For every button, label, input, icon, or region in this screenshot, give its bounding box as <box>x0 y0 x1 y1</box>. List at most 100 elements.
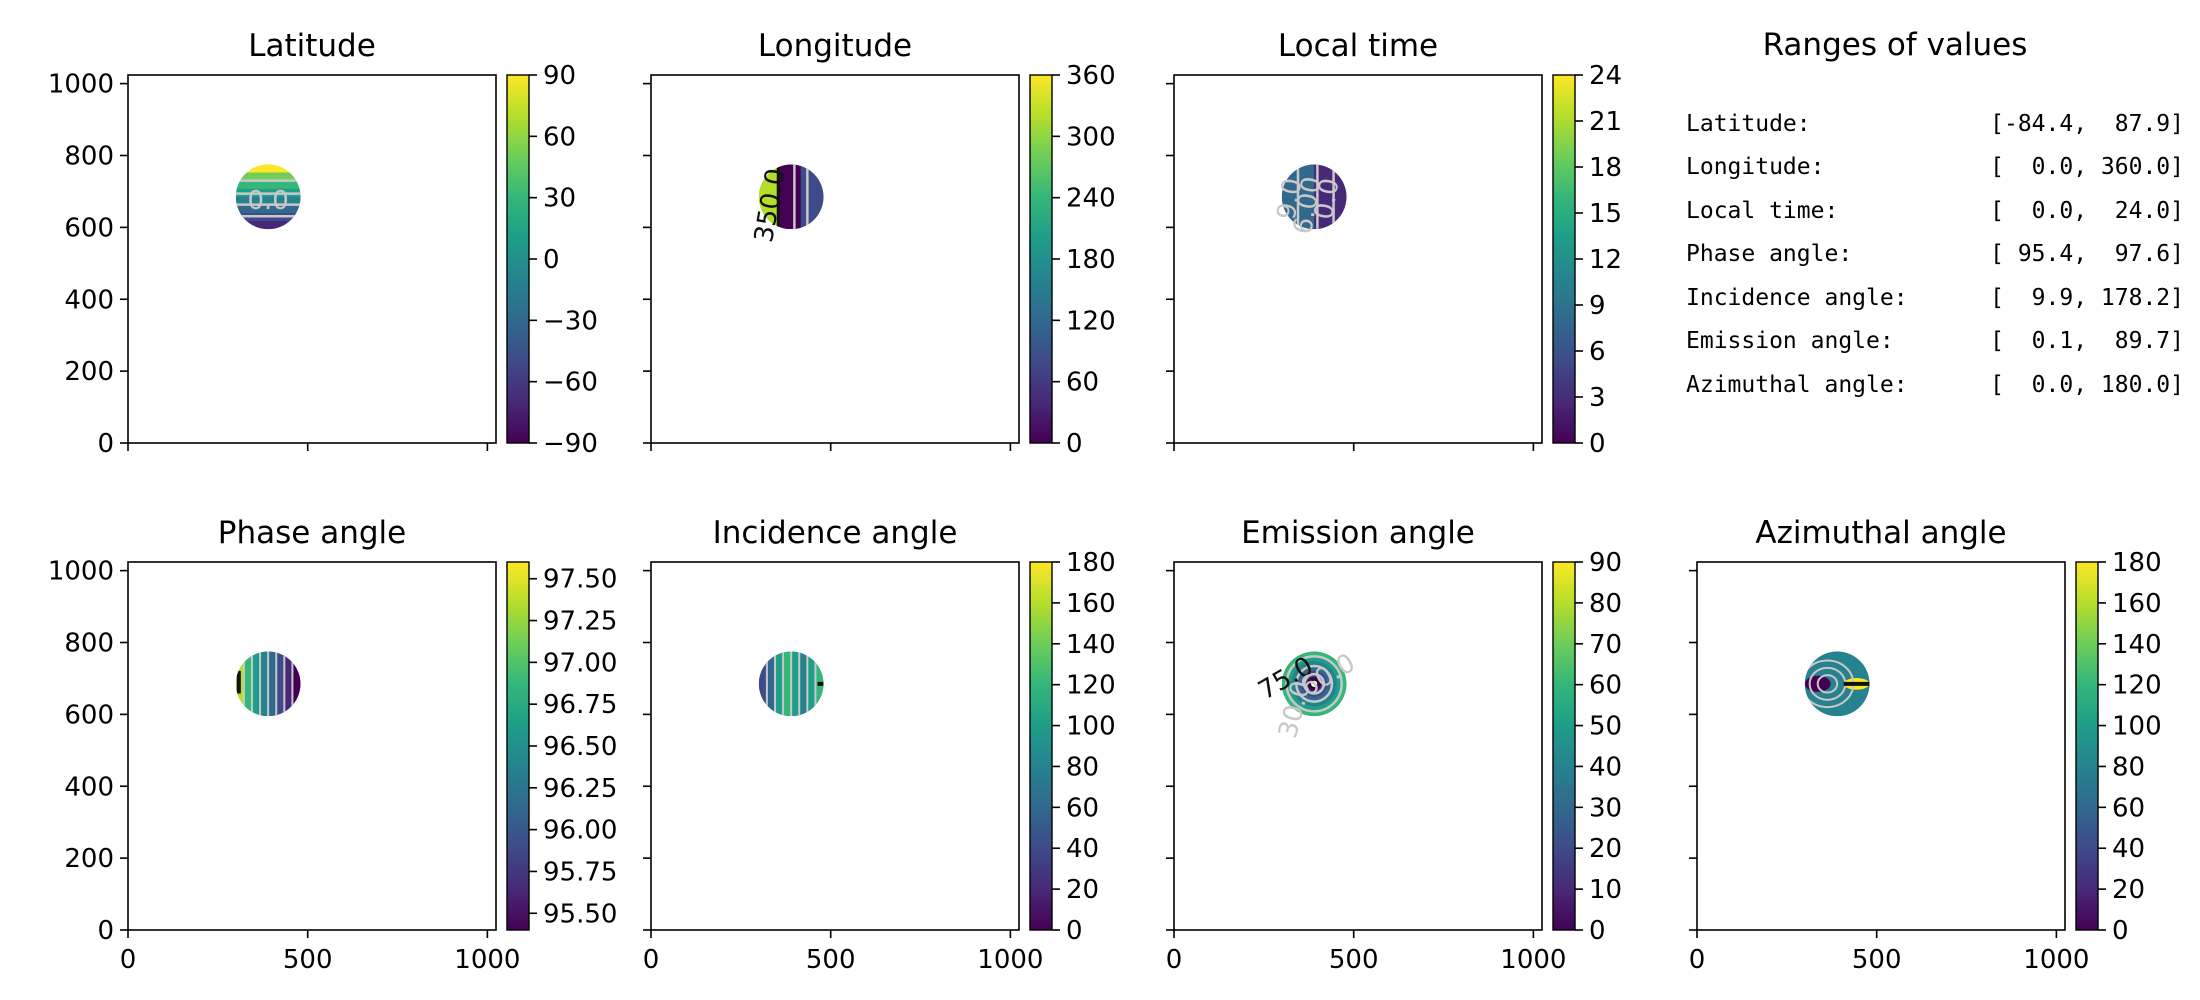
disk-image-phase-angle <box>235 651 301 717</box>
axes-frame <box>1173 74 1543 444</box>
x-tick-label: 500 <box>283 945 333 975</box>
colorbar-tick-label: 0 <box>1589 916 1606 946</box>
panel-title-emission-angle: Emission angle <box>1241 515 1475 551</box>
y-tick-label: 800 <box>64 142 114 172</box>
colorbar-tick-label: 180 <box>1066 548 1116 578</box>
colorbar-tick-label: 60 <box>1589 671 1622 701</box>
panel-incidence-angle: Incidence angle 0 500 1000 180 160 140 120 100 80… <box>643 515 1116 975</box>
y-tick-label: 600 <box>64 213 114 243</box>
panel-latitude: Latitude 0.0 0 200 400 600 800 1000 90 60 30 0 −30 −6… <box>48 28 598 459</box>
y-tick-label: 600 <box>64 700 114 730</box>
colorbar-tick-label: 40 <box>2112 834 2145 864</box>
axes-frame <box>127 561 497 931</box>
colorbar-tick-label: 40 <box>1066 834 1099 864</box>
colorbar-azimuthal-angle <box>2075 561 2099 931</box>
range-name-phase-angle: Phase angle: <box>1686 241 1852 267</box>
colorbar-tick-label: 95.50 <box>543 899 617 929</box>
axes-frame <box>1173 561 1543 931</box>
contour-label: 0.0 <box>1309 176 1346 222</box>
range-name-longitude: Longitude: <box>1686 154 1824 180</box>
range-value-emission-angle: [ 0.1, 89.7] <box>1990 328 2184 354</box>
colorbar-tick-label: 30 <box>1589 793 1622 823</box>
colorbar-tick-label: 20 <box>1589 834 1622 864</box>
x-tick-label: 1000 <box>454 945 520 975</box>
colorbar-tick-label: 0 <box>1066 916 1083 946</box>
panel-title-incidence-angle: Incidence angle <box>713 515 958 551</box>
colorbar-tick-label: 240 <box>1066 184 1116 214</box>
panel-longitude: Longitude 350.0 360 300 240 180 120 60 0 <box>643 28 1116 459</box>
x-tick-label: 1000 <box>977 945 1043 975</box>
colorbar-latitude <box>506 74 530 444</box>
contour-label: 0.0 <box>247 186 288 216</box>
colorbar-tick-label: 100 <box>1066 712 1116 742</box>
range-name-azimuthal-angle: Azimuthal angle: <box>1686 372 1908 398</box>
range-name-local-time: Local time: <box>1686 198 1838 224</box>
colorbar-tick-label: 97.00 <box>543 648 617 678</box>
colorbar-tick-label: 18 <box>1589 153 1622 183</box>
colorbar-longitude <box>1029 74 1053 444</box>
y-tick-label: 200 <box>64 357 114 387</box>
ranges-panel: Ranges of values Latitude: [-84.4, 87.9]… <box>1686 27 2184 398</box>
y-tick-label: 1000 <box>48 70 114 100</box>
colorbar-tick-label: −30 <box>543 306 598 336</box>
colorbar-tick-label: 100 <box>2112 712 2162 742</box>
y-tick-label: 400 <box>64 285 114 315</box>
axes-frame <box>650 74 1020 444</box>
panel-title-phase-angle: Phase angle <box>218 515 406 551</box>
colorbar-tick-label: 80 <box>1066 752 1099 782</box>
colorbar-tick-label: 50 <box>1589 712 1622 742</box>
colorbar-tick-label: 360 <box>1066 61 1116 91</box>
disk-image-longitude <box>758 164 824 230</box>
colorbar-tick-label: 60 <box>543 122 576 152</box>
colorbar-tick-label: 80 <box>1589 589 1622 619</box>
y-tick-label: 800 <box>64 629 114 659</box>
colorbar-tick-label: 0 <box>543 245 560 275</box>
colorbar-tick-label: −60 <box>543 368 598 398</box>
colorbar-incidence-angle <box>1029 561 1053 931</box>
colorbar-tick-label: 180 <box>1066 245 1116 275</box>
colorbar-tick-label: 90 <box>1589 548 1622 578</box>
colorbar-tick-label: 12 <box>1589 245 1622 275</box>
panel-title-latitude: Latitude <box>248 28 376 64</box>
disk-image-latitude <box>235 164 301 230</box>
colorbar-tick-label: 30 <box>543 184 576 214</box>
colorbar-tick-label: 70 <box>1589 630 1622 660</box>
colorbar-tick-label: 96.00 <box>543 816 617 846</box>
range-value-latitude: [-84.4, 87.9] <box>1990 111 2184 137</box>
panel-phase-angle: Phase angle 0 200 400 600 800 1000 0 500 1000 97.5… <box>48 515 618 975</box>
colorbar-tick-label: −90 <box>543 429 598 459</box>
colorbar-tick-label: 120 <box>1066 306 1116 336</box>
y-tick-label: 400 <box>64 772 114 802</box>
colorbar-tick-label: 40 <box>1589 752 1622 782</box>
axes-frame <box>650 561 1020 931</box>
colorbar-tick-label: 96.25 <box>543 774 617 804</box>
disk-image-azimuthal-angle <box>1804 651 1870 717</box>
panel-azimuthal-angle: Azimuthal angle 0 500 1000 180 160 140 120 100 80… <box>1689 515 2162 975</box>
x-tick-label: 500 <box>1329 945 1379 975</box>
axes-frame <box>127 74 497 444</box>
colorbar-tick-label: 300 <box>1066 122 1116 152</box>
colorbar-emission-angle <box>1552 561 1576 931</box>
range-value-longitude: [ 0.0, 360.0] <box>1990 154 2184 180</box>
contour-label: 9.0 <box>1272 176 1309 222</box>
colorbar-tick-label: 20 <box>1066 875 1099 905</box>
panel-title-azimuthal-angle: Azimuthal angle <box>1755 515 2006 551</box>
ranges-title: Ranges of values <box>1763 27 2028 63</box>
colorbar-local-time <box>1552 74 1576 444</box>
colorbar-tick-label: 97.25 <box>543 607 617 637</box>
colorbar-tick-label: 160 <box>1066 589 1116 619</box>
colorbar-tick-label: 24 <box>1589 61 1622 91</box>
x-tick-label: 0 <box>643 945 660 975</box>
range-name-incidence-angle: Incidence angle: <box>1686 285 1908 311</box>
range-value-phase-angle: [ 95.4, 97.6] <box>1990 241 2184 267</box>
colorbar-tick-label: 21 <box>1589 107 1622 137</box>
contour-label: 350.0 <box>749 166 791 245</box>
disk-image-incidence-angle <box>758 651 824 717</box>
colorbar-phase-angle <box>506 561 530 931</box>
x-tick-label: 0 <box>120 945 137 975</box>
colorbar-tick-label: 60 <box>1066 793 1099 823</box>
colorbar-tick-label: 10 <box>1589 875 1622 905</box>
